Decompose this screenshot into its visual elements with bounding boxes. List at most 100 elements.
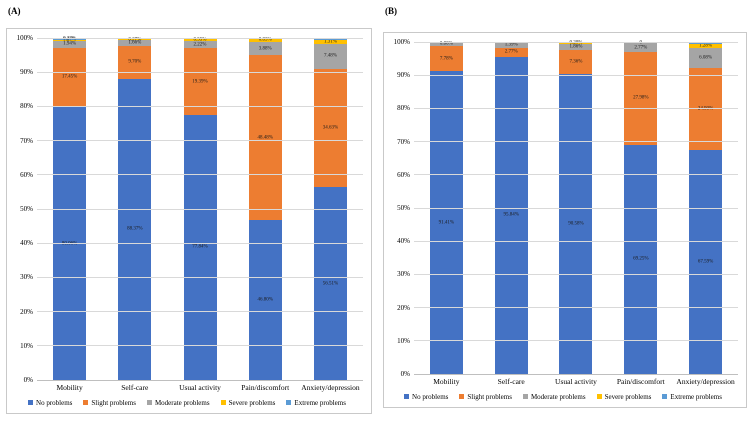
x-category-label: Mobility — [56, 383, 83, 392]
y-tick-label: 40% — [20, 239, 33, 248]
data-label: 1.86% — [569, 44, 583, 50]
y-tick-label: 30% — [397, 270, 410, 279]
legend-swatch-icon — [596, 394, 602, 399]
y-tick-label: 100% — [393, 38, 410, 46]
stacked-bar: 67.59%24.93%6.08%1.28% — [689, 43, 723, 374]
legend-label: No problems — [412, 392, 449, 401]
bar-segment: 7.48% — [313, 43, 347, 70]
legend-item: Moderate problems — [146, 398, 210, 407]
x-category-label: Anxiety/depression — [676, 377, 735, 386]
y-tick-label: 70% — [20, 136, 33, 145]
gridline — [37, 276, 363, 278]
bar-segment: 90.58% — [559, 74, 593, 374]
data-label: 56.51% — [322, 281, 339, 287]
x-axis-labels: Mobility Self-care Usual activity Pain/disc… — [37, 381, 363, 395]
data-label: 0.55% — [193, 37, 207, 43]
bar-segment: 67.59% — [689, 150, 723, 374]
x-category-label: Pain/discomfort — [241, 383, 290, 392]
y-axis: 0% 10% 20% 30% 40% 50% 60% 70% 80% 90% 100% — [388, 38, 414, 378]
gridline — [414, 306, 738, 308]
data-label: 88.37% — [127, 226, 143, 232]
x-category-label: Anxiety/depression — [301, 383, 360, 392]
data-label: 77.84% — [192, 244, 208, 250]
x-category-label: Mobility — [433, 377, 460, 386]
legend-label: Severe problems — [228, 398, 276, 407]
stacked-bar: 80.06%17.45%1.94%0.28%0.27% — [53, 37, 87, 380]
gridline — [37, 344, 363, 346]
y-tick-label: 70% — [397, 137, 410, 146]
legend-label: Moderate problems — [154, 398, 210, 407]
stacked-bar: 91.41% 7.78% 0.80% — [429, 42, 463, 374]
legend-label: Severe problems — [604, 392, 652, 401]
data-label: 3.88% — [258, 46, 272, 51]
legend: No problems Slight problems Moderate probl… — [388, 389, 738, 404]
data-label: 91.41% — [438, 220, 455, 226]
plot-row: 0%10%20%30%40%50%60%70%80%90%100% 80.06%… — [11, 34, 363, 384]
y-tick-label: 50% — [397, 204, 410, 212]
bar-slot: 95.84% 2.77% 1.39% — [479, 43, 544, 374]
bar-slot: 69.25% 27.98% 2.77% 0 — [608, 41, 673, 374]
y-tick-label: 0% — [400, 370, 410, 378]
bar-segment: 0.55% — [183, 37, 217, 43]
y-tick-label: 40% — [397, 237, 410, 246]
gridline — [414, 75, 738, 77]
legend-label: Slight problems — [91, 398, 136, 407]
y-tick-label: 30% — [20, 273, 33, 282]
gridline — [37, 174, 363, 176]
bar-segment: 27.98% — [624, 52, 658, 145]
data-label: 0.28% — [63, 37, 77, 43]
bar-segment: 46.80% — [248, 220, 282, 380]
bar-segment: 7.78% — [429, 45, 463, 72]
data-label: 17.45% — [61, 74, 78, 80]
bar-segment: 34.63% — [313, 69, 347, 188]
gridline — [414, 42, 738, 43]
bar-slot: 77.84% 19.39% 2.22% 0.55% — [167, 37, 232, 380]
legend-item: Slight problems — [83, 399, 136, 407]
legend-swatch-icon — [220, 400, 226, 405]
data-label: 2.77% — [634, 45, 648, 51]
y-tick-label: 0% — [23, 376, 33, 384]
bar-segment: 0.28% — [53, 37, 87, 43]
stacked-bar: 95.84% 2.77% 1.39% — [494, 43, 528, 374]
bar-slot: 67.59%24.93%6.08%1.28% — [673, 43, 738, 374]
legend-label: Extreme problems — [670, 392, 722, 401]
chart-panel-b: (B) 0% 10% 20% 30% 40% 50% 60% 70% 80% 90% 100% 91… — [383, 4, 747, 418]
panel-a-label: (A) — [8, 6, 21, 16]
legend-swatch-icon — [146, 400, 152, 405]
y-tick-label: 60% — [20, 170, 33, 179]
data-label: 34.63% — [322, 125, 339, 131]
legend: No problems Slight problems Moderate probl… — [11, 395, 363, 410]
y-tick-label: 80% — [397, 104, 410, 113]
legend-swatch-icon — [522, 394, 528, 399]
gridline — [37, 140, 363, 142]
chart-b: 0% 10% 20% 30% 40% 50% 60% 70% 80% 90% 100% 91.41%… — [383, 32, 747, 408]
legend-item: Extreme problems — [286, 399, 346, 407]
bar-segment: 1.31% — [313, 39, 347, 44]
bar-segment: 1.94% — [53, 40, 87, 48]
data-label: 1.31% — [323, 39, 337, 44]
x-category-label: Usual activity — [179, 383, 221, 392]
data-label: 67.59% — [697, 259, 714, 265]
y-tick-label: 20% — [397, 303, 410, 312]
bars-container: 80.06%17.45%1.94%0.28%0.27%88.37%9.70%1.… — [37, 37, 363, 380]
gridline — [37, 106, 363, 108]
bar-segment: 2.77% — [494, 47, 528, 57]
gridline — [37, 72, 363, 74]
data-label: 69.25% — [633, 256, 649, 262]
data-label: 1.28% — [699, 43, 713, 49]
bar-segment: 3.88% — [248, 41, 282, 56]
data-label: 9.70% — [128, 59, 142, 65]
x-category-label: Pain/discomfort — [616, 377, 665, 386]
chart-panel-a: (A) 0% 10% 20% 30% 40% 50% 60% 70% 80% 90% 100% 80… — [6, 4, 372, 418]
legend-label: No problems — [36, 398, 73, 407]
bar-segment: 0.80% — [429, 42, 463, 47]
y-tick-label: 20% — [20, 307, 33, 316]
data-label: 0.27% — [128, 37, 142, 42]
bar-segment: 9.70% — [118, 45, 152, 79]
y-tick-label: 10% — [20, 341, 33, 350]
y-tick-label: 100% — [16, 34, 33, 42]
legend-item: Slight problems — [459, 393, 512, 401]
y-tick-label: 50% — [20, 205, 33, 213]
bar-segment: 56.51% — [313, 187, 347, 380]
x-category-label: Usual activity — [555, 377, 597, 386]
